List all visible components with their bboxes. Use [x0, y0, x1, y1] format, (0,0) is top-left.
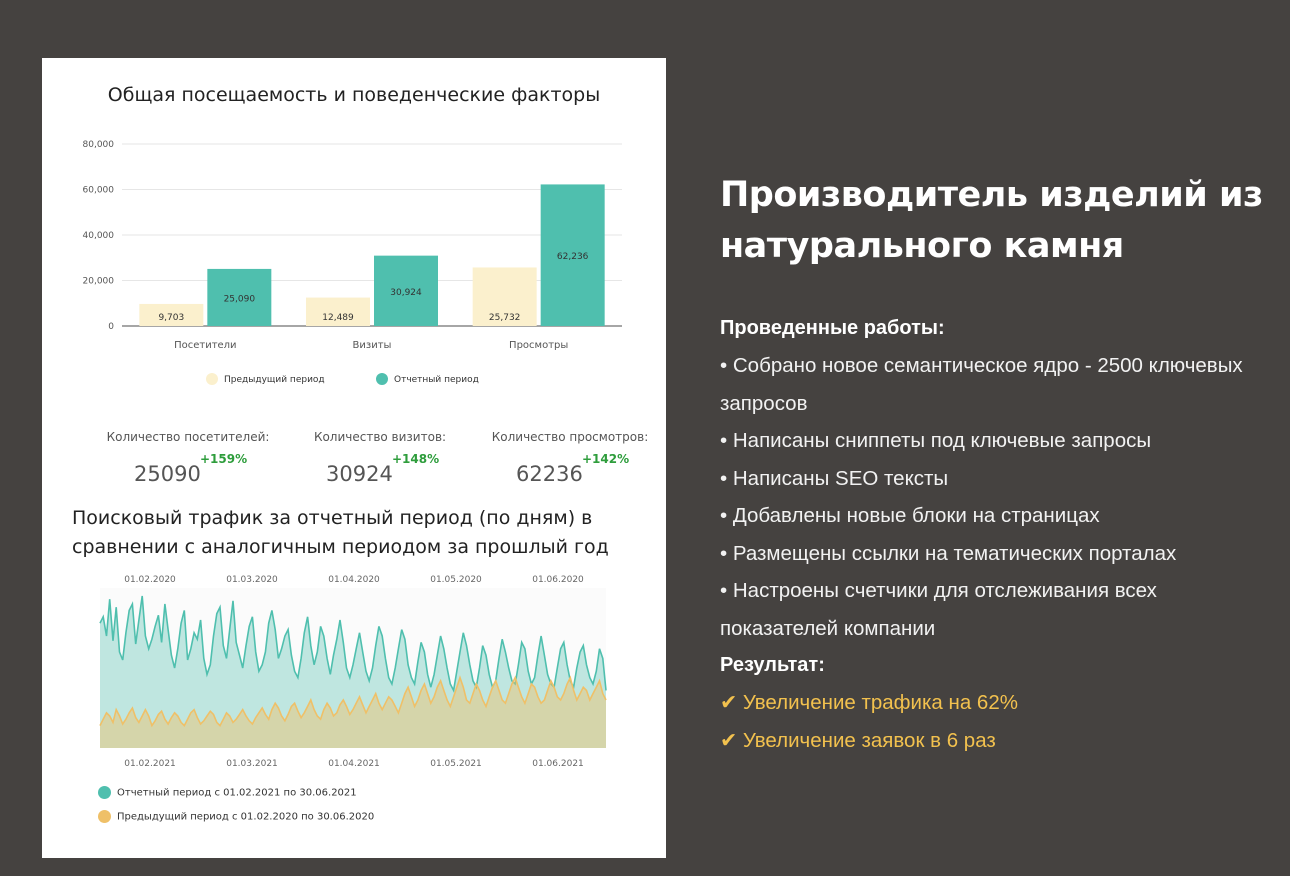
y-tick-label: 60,000 [83, 186, 115, 196]
legend-current-label: Отчетный период с 01.02.2021 по 30.06.20… [117, 787, 357, 799]
x-top-tick-label: 01.05.2020 [430, 575, 482, 585]
case-headline: Производитель изделий из натурального ка… [720, 175, 1263, 266]
report-card: Общая посещаемость и поведенческие факто… [42, 58, 666, 858]
x-bottom-tick-label: 01.04.2021 [328, 759, 380, 769]
stat-visits: Количество визитов: 30924 +148% [280, 430, 480, 486]
legend-label: Предыдущий период [224, 375, 325, 385]
stat-delta: +159% [200, 452, 248, 466]
x-top-tick-label: 01.06.2020 [532, 575, 584, 585]
bar-data-label: 25,732 [489, 313, 520, 323]
result-title: Результат: [720, 654, 825, 676]
results-list: ✔ Увеличение трафика на 62% ✔ Увеличение … [720, 684, 1280, 759]
traffic-area-chart: 01.02.2020 01.03.2020 01.04.2020 01.05.2020… [99, 575, 607, 769]
stat-visitors: Количество посетителей: 25090 +159% [88, 430, 288, 486]
bar-data-label: 9,703 [158, 313, 184, 323]
bar-chart-title: Общая посещаемость и поведенческие факто… [107, 84, 601, 106]
x-top-tick-label: 01.04.2020 [328, 575, 380, 585]
bar-data-label: 25,090 [224, 294, 256, 304]
legend-previous-label: Предыдущий период с 01.02.2020 по 30.06.… [117, 811, 375, 823]
x-bottom-tick-label: 01.02.2021 [124, 759, 176, 769]
y-tick-label: 0 [108, 322, 114, 332]
legend-label: Отчетный период [394, 375, 479, 385]
works-title: Проведенные работы: [720, 317, 945, 339]
work-item: • Добавлены новые блоки на страницах [720, 504, 1100, 527]
bar-current [207, 268, 272, 326]
x-top-tick-label: 01.02.2020 [124, 575, 176, 585]
stat-value: 62236 [516, 462, 583, 486]
work-item: • Собрано новое семантическое ядро - 250… [720, 354, 1243, 415]
result-item: ✔ Увеличение трафика на 62% [720, 691, 1018, 714]
x-bottom-tick-label: 01.03.2021 [226, 759, 278, 769]
result-item: ✔ Увеличение заявок в 6 раз [720, 728, 996, 752]
x-bottom-tick-label: 01.05.2021 [430, 759, 482, 769]
current-series-line [99, 595, 607, 693]
x-category-label: Просмотры [509, 340, 568, 351]
legend-previous-dot-icon [206, 373, 218, 385]
bar-current [374, 255, 438, 326]
stat-value: 30924 [326, 462, 393, 486]
legend-previous: Предыдущий период с 01.02.2020 по 30.06.… [98, 810, 374, 823]
stat-delta: +148% [392, 452, 440, 466]
x-category-label: Визиты [353, 340, 392, 351]
stat-label: Количество посетителей: [106, 430, 270, 444]
previous-area [100, 677, 606, 748]
legend-current: Отчетный период с 01.02.2021 по 30.06.20… [98, 786, 357, 799]
yellow-dot-icon [98, 810, 111, 823]
teal-dot-icon [98, 786, 111, 799]
stat-pageviews: Количество просмотров: 62236 +142% [470, 430, 670, 486]
previous-series-line [99, 675, 607, 728]
y-tick-label: 40,000 [83, 231, 115, 241]
work-item: • Настроены счетчики для отслеживания вс… [720, 579, 1157, 640]
x-bottom-tick-label: 01.06.2021 [532, 759, 584, 769]
bar-previous [139, 303, 204, 326]
current-area [100, 596, 606, 748]
x-category-label: Посетители [174, 340, 236, 351]
y-tick-label: 20,000 [83, 277, 115, 287]
work-item: • Написаны SEO тексты [720, 466, 949, 490]
stat-delta: +142% [582, 452, 630, 466]
stat-value: 25090 [134, 462, 201, 486]
bar-previous [472, 267, 537, 326]
bar-chart: 0 20,000 40,000 60,000 80,000 9,703 25,090 Посе… [83, 140, 622, 385]
case-description: Производитель изделий из натурального ка… [720, 170, 1280, 759]
stat-label: Количество просмотров: [491, 430, 649, 444]
bar-data-label: 12,489 [322, 313, 354, 323]
works-list: • Собрано новое семантическое ядро - 250… [720, 347, 1280, 647]
x-top-tick-label: 01.03.2020 [226, 575, 278, 585]
bar-current [540, 184, 605, 326]
bar-previous [306, 297, 370, 326]
work-item: • Написаны сниппеты под ключевые запросы [720, 429, 1152, 452]
bar-data-label: 30,924 [390, 288, 422, 298]
work-item: • Размещены ссылки на тематических порта… [720, 541, 1177, 565]
traffic-chart-title: Поисковый трафик за отчетный период (по … [72, 507, 609, 558]
legend-current-dot-icon [376, 373, 388, 385]
y-tick-label: 80,000 [83, 140, 115, 150]
bar-data-label: 62,236 [557, 252, 589, 262]
stat-label: Количество визитов: [313, 430, 447, 444]
